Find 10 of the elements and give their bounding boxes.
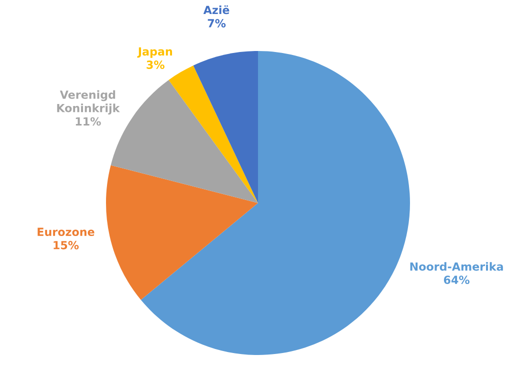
data-label: 3% <box>146 60 164 69</box>
data-label: 64% <box>444 276 470 284</box>
data-label: 15% <box>54 240 79 250</box>
data-label: 11% <box>76 117 101 126</box>
data-label: 7% <box>208 19 226 28</box>
slice-label: Japan <box>137 47 172 58</box>
slice-label: Noord-Amerika <box>410 262 503 271</box>
slice-label: Azië <box>203 5 230 14</box>
slice-label: Eurozone <box>38 228 94 236</box>
slice-label: Verenigd Koninkrijk <box>57 90 120 114</box>
